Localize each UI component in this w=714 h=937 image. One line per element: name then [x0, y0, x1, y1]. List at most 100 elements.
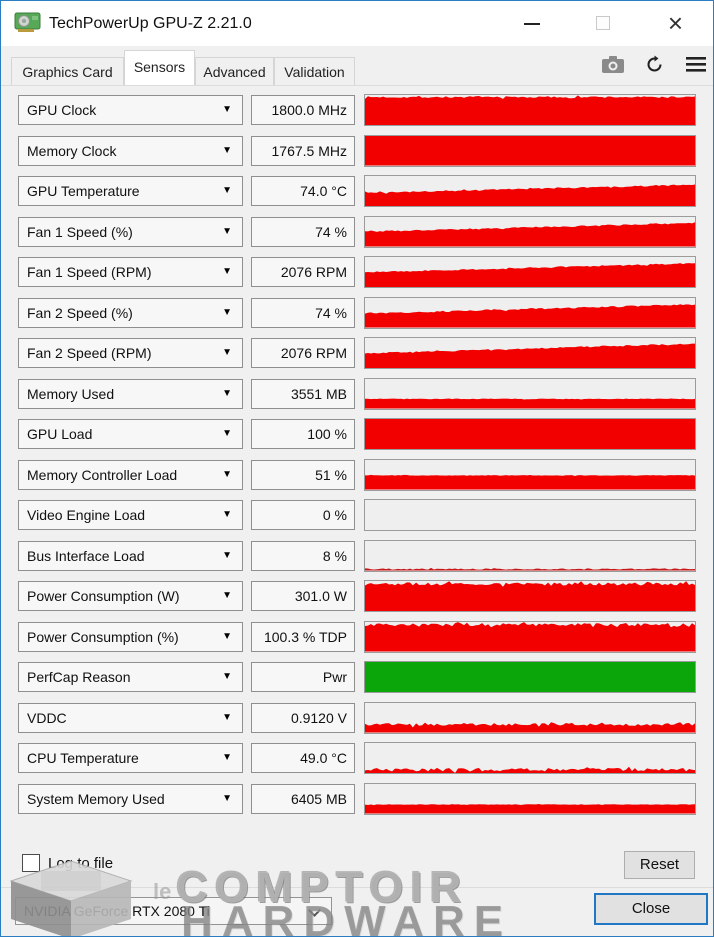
refresh-icon[interactable]	[645, 55, 664, 74]
sensor-row: Power Consumption (%) ▼ 100.3 % TDP	[1, 620, 713, 653]
sensor-select[interactable]: Video Engine Load ▼	[18, 500, 243, 530]
sensor-select[interactable]: GPU Clock ▼	[18, 95, 243, 125]
sensor-row: Video Engine Load ▼ 0 %	[1, 499, 713, 531]
sensor-label: Memory Controller Load	[27, 466, 178, 483]
dropdown-arrow-icon: ▼	[222, 387, 232, 399]
sensor-select[interactable]: Memory Clock ▼	[18, 135, 243, 166]
sensor-graph	[364, 296, 696, 329]
sensor-select[interactable]: Power Consumption (%) ▼	[18, 621, 243, 652]
sensor-row: Memory Controller Load ▼ 51 %	[1, 458, 713, 491]
sensor-row: CPU Temperature ▼ 49.0 °C	[1, 742, 713, 774]
sensor-graph	[364, 620, 696, 653]
sensor-select[interactable]: System Memory Used ▼	[18, 783, 243, 814]
sensor-graph	[364, 215, 696, 248]
sensor-value: 301.0 W	[251, 581, 355, 611]
sensor-value: 2076 RPM	[251, 257, 355, 287]
sensor-graph-fill	[365, 343, 695, 368]
dropdown-arrow-icon: ▼	[222, 306, 232, 318]
sensor-select[interactable]: VDDC ▼	[18, 702, 243, 733]
window-title: TechPowerUp GPU-Z 2.21.0	[49, 15, 252, 32]
sensor-graph-fill	[365, 803, 695, 814]
sensor-label: PerfCap Reason	[27, 669, 131, 685]
sensor-value: 100 %	[251, 419, 355, 449]
sensor-value: 3551 MB	[251, 378, 355, 409]
sensor-select[interactable]: Memory Controller Load ▼	[18, 459, 243, 490]
sensor-select[interactable]: Fan 2 Speed (RPM) ▼	[18, 338, 243, 368]
sensor-label: GPU Load	[27, 426, 93, 442]
tab-sensors[interactable]: Sensors	[124, 50, 195, 85]
title-bar: TechPowerUp GPU-Z 2.21.0 ×	[1, 1, 713, 46]
sensor-graph	[364, 539, 696, 572]
dropdown-arrow-icon: ▼	[222, 185, 232, 196]
sensor-label: GPU Temperature	[27, 183, 140, 199]
sensor-label: Memory Used	[27, 385, 115, 402]
sensor-select[interactable]: GPU Load ▼	[18, 419, 243, 449]
sensor-select[interactable]: Fan 1 Speed (%) ▼	[18, 216, 243, 247]
screenshot-camera-icon[interactable]	[602, 56, 624, 73]
dropdown-arrow-icon: ▼	[222, 752, 232, 763]
sensor-select[interactable]: Fan 1 Speed (RPM) ▼	[18, 257, 243, 287]
sensor-graph-fill	[365, 474, 695, 490]
sensor-label: Power Consumption (%)	[27, 628, 179, 645]
sensor-graph-fill	[365, 567, 695, 571]
sensor-graph-fill	[365, 304, 695, 328]
sensor-graph-fill	[365, 184, 695, 206]
sensor-select[interactable]: Bus Interface Load ▼	[18, 540, 243, 571]
sensor-select[interactable]: PerfCap Reason ▼	[18, 662, 243, 692]
sensor-graph	[364, 701, 696, 734]
close-button[interactable]: Close	[594, 893, 708, 925]
tab-divider	[1, 85, 713, 86]
sensor-row: System Memory Used ▼ 6405 MB	[1, 782, 713, 815]
tab-validation[interactable]: Validation	[274, 57, 355, 85]
sensor-select[interactable]: Memory Used ▼	[18, 378, 243, 409]
sensor-select[interactable]: GPU Temperature ▼	[18, 176, 243, 206]
sensor-value: 74 %	[251, 216, 355, 247]
sensor-graph-fill	[365, 722, 695, 733]
sensor-graph	[364, 377, 696, 410]
sensor-graph-fill	[365, 135, 695, 166]
sensor-graph	[364, 458, 696, 491]
sensor-value: 74 %	[251, 297, 355, 328]
sensor-graph-fill	[365, 263, 695, 287]
sensor-select[interactable]: CPU Temperature ▼	[18, 743, 243, 773]
dropdown-arrow-icon: ▼	[222, 468, 232, 480]
menu-icon[interactable]	[686, 57, 706, 72]
log-to-file-checkbox[interactable]	[22, 854, 40, 872]
dropdown-arrow-icon: ▼	[222, 347, 232, 358]
sensor-select[interactable]: Power Consumption (W) ▼	[18, 581, 243, 611]
sensor-graph-fill	[365, 766, 695, 773]
dropdown-arrow-icon: ▼	[222, 630, 232, 642]
sensor-graph-fill	[365, 662, 695, 692]
sensor-value: 100.3 % TDP	[251, 621, 355, 652]
sensor-graph	[364, 782, 696, 815]
sensor-label: Memory Clock	[27, 142, 117, 159]
sensor-graph	[364, 418, 696, 450]
minimize-icon	[524, 23, 540, 25]
tab-advanced[interactable]: Advanced	[195, 57, 274, 85]
sensor-graph-fill	[365, 95, 695, 125]
sensor-value: 2076 RPM	[251, 338, 355, 368]
tab-graphics-card[interactable]: Graphics Card	[11, 57, 124, 85]
sensor-value: 0 %	[251, 500, 355, 530]
sensor-graph	[364, 256, 696, 288]
dropdown-arrow-icon: ▼	[222, 671, 232, 682]
gpu-select-value: NVIDIA GeForce RTX 2080 Ti	[24, 903, 210, 919]
dropdown-arrow-icon: ▼	[222, 225, 232, 237]
sensor-value: 51 %	[251, 459, 355, 490]
sensor-graph-fill	[365, 622, 695, 652]
gpu-select-dropdown[interactable]: NVIDIA GeForce RTX 2080 Ti	[15, 897, 332, 925]
reset-button[interactable]: Reset	[624, 851, 695, 879]
minimize-button[interactable]	[509, 1, 554, 46]
sensor-select[interactable]: Fan 2 Speed (%) ▼	[18, 297, 243, 328]
sensor-graph	[364, 134, 696, 167]
log-to-file-label: Log to file	[48, 855, 114, 872]
dropdown-arrow-icon: ▼	[222, 549, 232, 561]
sensor-row: GPU Clock ▼ 1800.0 MHz	[1, 94, 713, 126]
close-window-button[interactable]: ×	[653, 1, 698, 46]
maximize-button[interactable]	[581, 1, 626, 46]
dropdown-arrow-icon: ▼	[222, 711, 232, 723]
sensor-graph-fill	[365, 419, 695, 449]
sensor-label: Bus Interface Load	[27, 547, 145, 564]
sensor-row: Fan 2 Speed (%) ▼ 74 %	[1, 296, 713, 329]
sensor-value: 1767.5 MHz	[251, 135, 355, 166]
